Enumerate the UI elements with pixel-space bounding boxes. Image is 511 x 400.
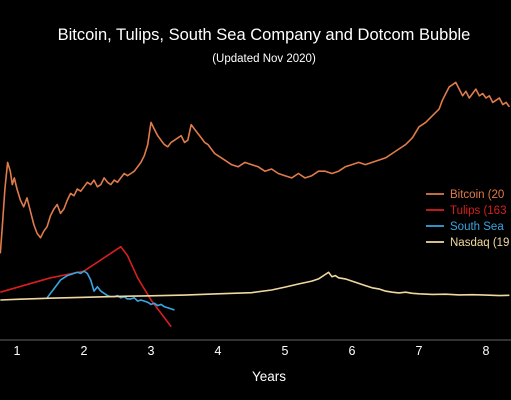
x-tick-label: 3 [148,344,155,358]
legend-label-nasdaq-19: Nasdaq (19 [450,237,509,249]
series-line-nasdaq-19 [0,271,510,301]
x-tick-label: 6 [349,344,356,358]
legend-label-bitcoin-20: Bitcoin (20 [450,189,504,201]
x-tick-label: 8 [483,344,490,358]
series-line-bitcoin-20 [0,81,511,254]
x-axis-ticks: 1 2 3 4 5 6 7 8 [14,344,490,358]
x-tick-label: 5 [282,344,289,358]
legend: Bitcoin (20 Tulips (163 South Sea Nasdaq (1… [426,189,509,249]
x-tick-label: 7 [416,344,423,358]
chart-title: Bitcoin, Tulips, South Sea Company and D… [58,26,471,44]
legend-label-south-sea: South Sea [450,221,504,233]
legend-label-tulips-163: Tulips (163 [450,205,506,217]
plot-area [0,81,511,328]
chart-subtitle: (Updated Nov 2020) [212,53,316,65]
x-tick-label: 2 [81,344,88,358]
x-tick-label: 4 [215,344,222,358]
x-axis-title: Years [252,369,286,384]
x-tick-label: 1 [14,344,21,358]
